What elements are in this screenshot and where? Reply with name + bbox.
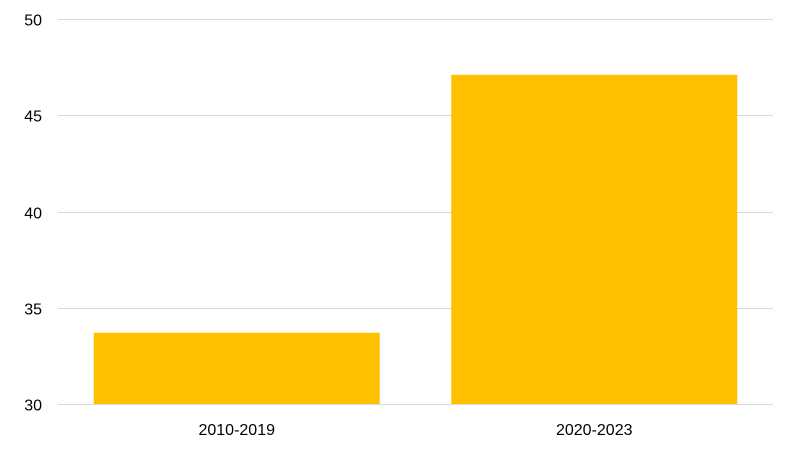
y-tick-label: 40 [24,206,42,223]
bar-2020-2023 [451,74,738,404]
bar-2010-2019 [93,332,380,404]
y-tick-label: 35 [24,302,42,319]
y-axis-tick-labels: 30 35 40 45 50 [24,13,42,415]
y-tick-label: 45 [24,109,42,126]
bars [93,74,738,404]
x-tick-label: 2020-2023 [556,422,633,439]
x-axis-tick-labels: 2010-2019 2020-2023 [198,422,632,439]
y-tick-label: 50 [24,13,42,30]
y-tick-label: 30 [24,398,42,415]
x-tick-label: 2010-2019 [198,422,275,439]
